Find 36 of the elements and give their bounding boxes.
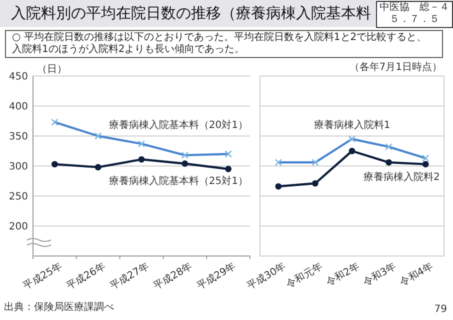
x-tick-label: 平成28年 xyxy=(151,260,194,292)
y-tick-label: 250 xyxy=(8,192,28,202)
text: 中医協 総－４ xyxy=(378,2,450,14)
x-tick-label: 平成27年 xyxy=(108,260,151,292)
point xyxy=(348,148,356,154)
x-tick-label: 令和2年 xyxy=(324,260,362,289)
x-tick-label: 令和3年 xyxy=(360,260,398,289)
text: （各年7月1日時点） xyxy=(349,61,442,73)
series-label: 療養病棟入院料1 xyxy=(314,119,390,131)
point xyxy=(275,183,282,190)
series-label: 療養病棟入院料2 xyxy=(363,171,440,183)
y-tick-label: 400 xyxy=(8,102,28,112)
chart-subtitle: ○ 平均在院日数の推移は以下のとおりであった。平均在院日数を入院料1と2で比較すると、入院料1のほうが入院料2よりも長い傾向であった。 xyxy=(5,30,443,58)
series-label: 療養病棟入院基本料（25対1） xyxy=(108,175,248,187)
point xyxy=(386,159,392,166)
y-tick-label: 350 xyxy=(8,132,28,142)
text: 79 xyxy=(434,304,447,315)
y-tick-label: 200 xyxy=(8,222,28,232)
x-tick-label: 平成29年 xyxy=(194,260,238,292)
y-tick-label: 450 xyxy=(8,72,28,82)
y-axis-title: （日） xyxy=(37,64,67,75)
point xyxy=(94,164,102,170)
y-tick-label: 300 xyxy=(8,162,28,172)
x-tick-label: 平成26年 xyxy=(64,260,108,292)
text: ５．７．５ xyxy=(388,14,440,26)
chart-title: 入院料別の平均在院日数の推移（療養病棟入院基本料 xyxy=(10,4,372,23)
x-tick-label: 令和4年 xyxy=(398,260,436,289)
point xyxy=(312,180,318,187)
point xyxy=(422,161,429,168)
point xyxy=(182,160,188,167)
point xyxy=(225,166,232,172)
x-tick-label: 平成25年 xyxy=(21,260,64,292)
series-label: 療養病棟入院基本料（20対1） xyxy=(108,119,248,131)
source-note: 出典：保険局医療課調べ xyxy=(4,300,114,314)
point xyxy=(52,161,58,168)
point xyxy=(138,156,145,163)
